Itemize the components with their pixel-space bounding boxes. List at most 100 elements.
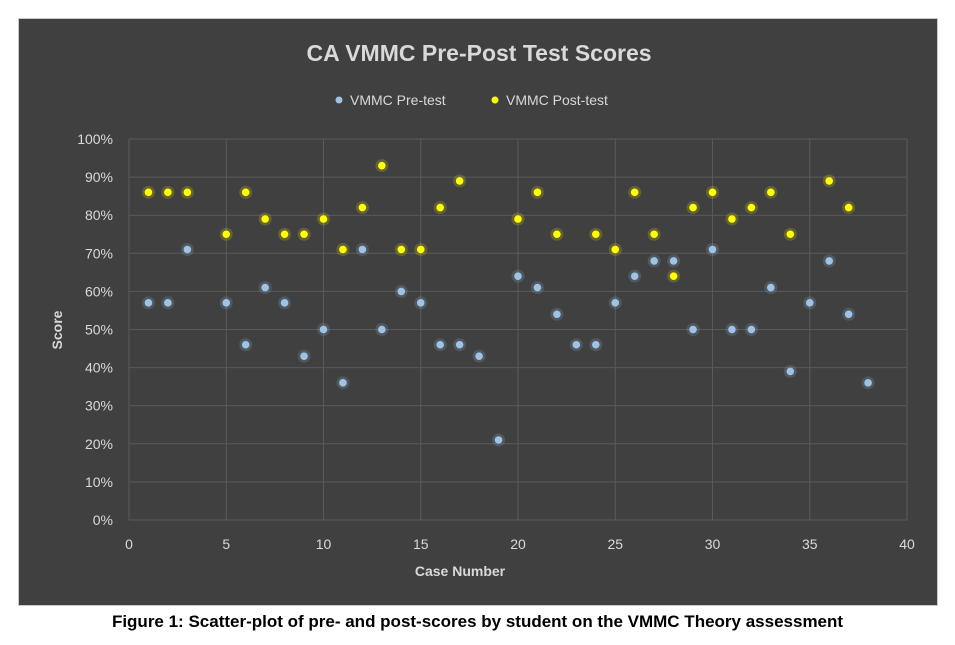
x-tick-label: 20 — [510, 536, 526, 552]
post-test-point — [164, 188, 172, 197]
post-test-point — [786, 230, 795, 239]
post-test-point — [514, 215, 522, 223]
pre-test-point — [533, 283, 542, 292]
post-test-point — [339, 245, 347, 254]
post-test-point — [689, 203, 697, 212]
scatter-chart: CA VMMC Pre-Post Test Scores VMMC Pre-te… — [49, 40, 915, 579]
pre-test-point — [339, 379, 347, 387]
x-tick-label: 40 — [899, 536, 915, 552]
x-tick-label: 25 — [607, 536, 623, 552]
post-test-point — [767, 188, 775, 197]
pre-test-point — [553, 310, 561, 319]
pre-test-point — [222, 299, 231, 307]
x-axis-tick-labels: 0 5 10 15 20 25 30 35 40 — [125, 536, 915, 552]
post-test-point — [416, 245, 425, 254]
chart-area: CA VMMC Pre-Post Test Scores VMMC Pre-te… — [18, 18, 938, 606]
post-test-point — [261, 215, 269, 223]
pre-test-point — [728, 325, 736, 334]
post-test-point — [241, 188, 250, 197]
post-test-point — [669, 272, 678, 280]
pre-test-point — [844, 310, 853, 319]
x-tick-label: 0 — [125, 536, 133, 552]
legend-label-pre-test: VMMC Pre-test — [350, 92, 446, 108]
y-tick-label: 0% — [93, 512, 113, 528]
y-tick-label: 70% — [85, 245, 113, 261]
pre-test-point — [300, 352, 308, 360]
y-tick-label: 90% — [85, 169, 113, 185]
pre-test-point — [572, 340, 581, 349]
y-tick-label: 10% — [85, 474, 113, 490]
figure-caption: Figure 1: Scatter-plot of pre- and post-… — [111, 612, 844, 631]
y-tick-label: 50% — [85, 322, 113, 338]
post-test-point — [319, 215, 328, 223]
post-test-point — [630, 188, 639, 197]
x-tick-label: 15 — [413, 536, 429, 552]
pre-test-point — [358, 245, 367, 254]
pre-test-point — [825, 257, 833, 265]
pre-test-point — [241, 340, 250, 349]
post-test-point — [183, 188, 192, 197]
x-tick-label: 5 — [222, 536, 230, 552]
post-test-point — [728, 215, 736, 223]
x-tick-label: 30 — [705, 536, 721, 552]
x-axis-title: Case Number — [415, 563, 506, 579]
post-test-point — [378, 161, 386, 170]
post-test-point — [592, 230, 600, 239]
y-tick-label: 40% — [85, 360, 113, 376]
y-tick-label: 100% — [77, 131, 113, 147]
legend: VMMC Pre-test VMMC Post-test — [335, 92, 608, 108]
pre-test-point — [261, 283, 269, 292]
pre-test-point — [455, 340, 464, 349]
post-test-point — [844, 203, 853, 212]
pre-test-point — [611, 299, 620, 307]
pre-test-point — [280, 299, 289, 307]
pre-test-point — [397, 287, 406, 296]
post-test-point — [280, 230, 289, 239]
y-axis-title: Score — [49, 310, 65, 349]
post-test-point — [553, 230, 561, 239]
legend-marker-post-test — [491, 96, 499, 104]
legend-label-post-test: VMMC Post-test — [506, 92, 608, 108]
pre-test-point — [708, 245, 717, 254]
y-tick-label: 30% — [85, 398, 113, 414]
x-tick-label: 35 — [802, 536, 818, 552]
pre-test-point — [669, 257, 678, 265]
chart-title: CA VMMC Pre-Post Test Scores — [306, 40, 651, 66]
post-test-point — [397, 245, 406, 254]
pre-test-point — [630, 272, 639, 280]
post-test-point — [144, 188, 153, 197]
post-test-point — [533, 188, 542, 197]
pre-test-point — [164, 299, 172, 307]
pre-test-point — [144, 299, 153, 307]
post-test-point — [455, 177, 464, 185]
pre-test-point — [436, 340, 445, 349]
pre-test-point — [514, 272, 522, 280]
pre-test-point — [416, 299, 425, 307]
post-test-point — [300, 230, 308, 239]
pre-test-point — [378, 325, 386, 334]
post-test-point — [650, 230, 658, 239]
pre-test-point — [805, 299, 814, 307]
y-axis-tick-labels: 0% 10% 20% 30% 40% 50% 60% 70% 80% 90% 100% — [77, 131, 113, 528]
y-tick-label: 80% — [85, 207, 113, 223]
data-points — [141, 159, 875, 447]
post-test-point — [825, 177, 833, 185]
post-test-point — [611, 245, 620, 254]
pre-test-point — [494, 436, 503, 444]
y-tick-label: 60% — [85, 283, 113, 299]
post-test-point — [747, 203, 756, 212]
pre-test-point — [786, 367, 795, 376]
series-post-test — [141, 159, 856, 283]
post-test-point — [222, 230, 231, 239]
pre-test-point — [475, 352, 483, 360]
post-test-point — [358, 203, 367, 212]
post-test-point — [436, 203, 445, 212]
pre-test-point — [864, 379, 872, 387]
pre-test-point — [183, 245, 192, 254]
pre-test-point — [319, 325, 328, 334]
post-test-point — [708, 188, 717, 197]
pre-test-point — [689, 325, 697, 334]
legend-marker-pre-test — [335, 96, 343, 104]
pre-test-point — [592, 340, 600, 349]
series-pre-test — [141, 242, 875, 447]
